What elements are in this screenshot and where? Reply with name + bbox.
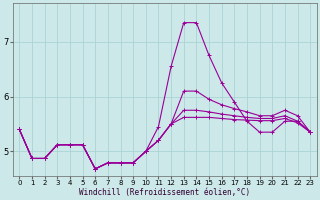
X-axis label: Windchill (Refroidissement éolien,°C): Windchill (Refroidissement éolien,°C) <box>79 188 250 197</box>
